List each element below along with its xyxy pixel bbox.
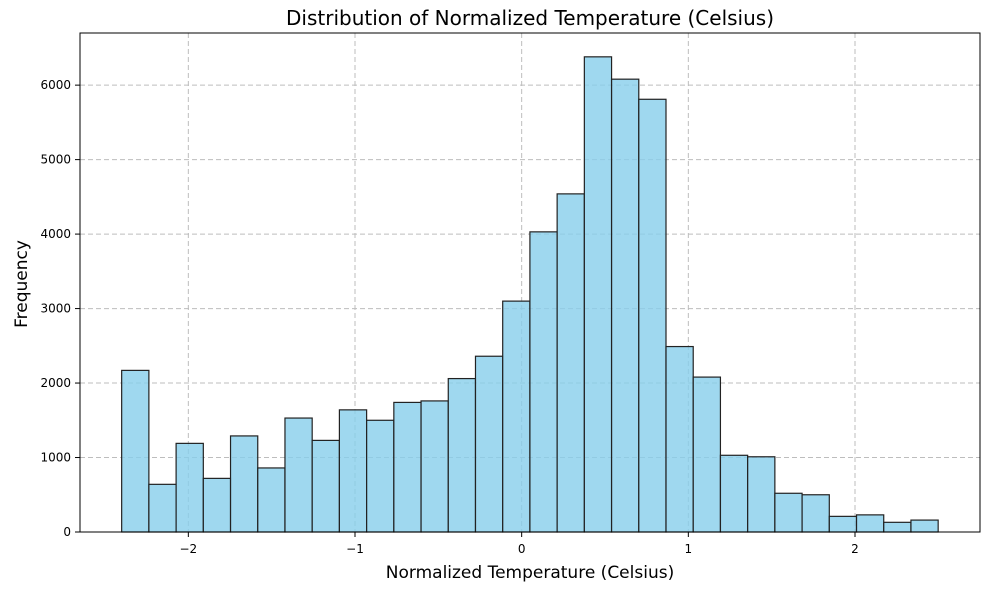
histogram-bar — [774, 492, 803, 533]
histogram-bar — [883, 521, 912, 533]
histogram-bar — [447, 377, 477, 533]
histogram-bar — [202, 477, 232, 533]
histogram-bars — [121, 56, 939, 533]
x-tick-label: −1 — [346, 542, 364, 556]
y-tick-label: 4000 — [40, 227, 71, 241]
histogram-bar — [610, 78, 640, 533]
histogram-bar — [284, 417, 313, 533]
x-tick-label: 0 — [518, 542, 526, 556]
histogram-bar — [420, 400, 449, 533]
histogram-bar — [719, 454, 749, 533]
histogram-bar — [229, 435, 259, 533]
y-tick-label: 1000 — [40, 451, 71, 465]
histogram-bar — [148, 483, 177, 533]
histogram-bar — [121, 369, 150, 533]
histogram-bar — [855, 514, 885, 533]
histogram-bar — [474, 355, 504, 533]
y-tick-label: 5000 — [40, 153, 71, 167]
histogram-bar — [556, 193, 585, 533]
histogram-bar — [502, 300, 531, 533]
y-tick-label: 0 — [63, 525, 71, 539]
histogram-bar — [366, 419, 395, 533]
histogram-bar — [747, 456, 776, 533]
y-tick-label: 2000 — [40, 376, 71, 390]
chart-title: Distribution of Normalized Temperature (… — [286, 6, 774, 30]
x-axis-ticks: −2 −1 0 1 2 — [179, 532, 859, 556]
histogram-bar — [257, 467, 286, 533]
histogram-bar — [393, 401, 422, 533]
histogram-bar — [692, 376, 722, 533]
y-tick-label: 6000 — [40, 78, 71, 92]
x-tick-label: 1 — [685, 542, 693, 556]
y-axis-label: Frequency — [12, 240, 32, 328]
y-tick-label: 3000 — [40, 302, 71, 316]
histogram-bar — [638, 98, 667, 533]
y-axis-ticks: 0 1000 2000 3000 4000 5000 6000 — [40, 78, 80, 539]
histogram-bar — [311, 439, 340, 533]
histogram-bar — [801, 494, 830, 533]
histogram-bar — [665, 345, 694, 533]
histogram-bar — [338, 409, 368, 533]
histogram-bar — [828, 515, 858, 533]
histogram-bar — [910, 519, 939, 533]
x-tick-label: −2 — [179, 542, 197, 556]
plot-area-frame — [79, 32, 981, 533]
histogram-bar — [583, 56, 613, 533]
histogram-bar — [529, 231, 558, 533]
x-axis-label: Normalized Temperature (Celsius) — [386, 563, 674, 583]
x-tick-label: 2 — [851, 542, 859, 556]
histogram-bar — [175, 442, 204, 533]
